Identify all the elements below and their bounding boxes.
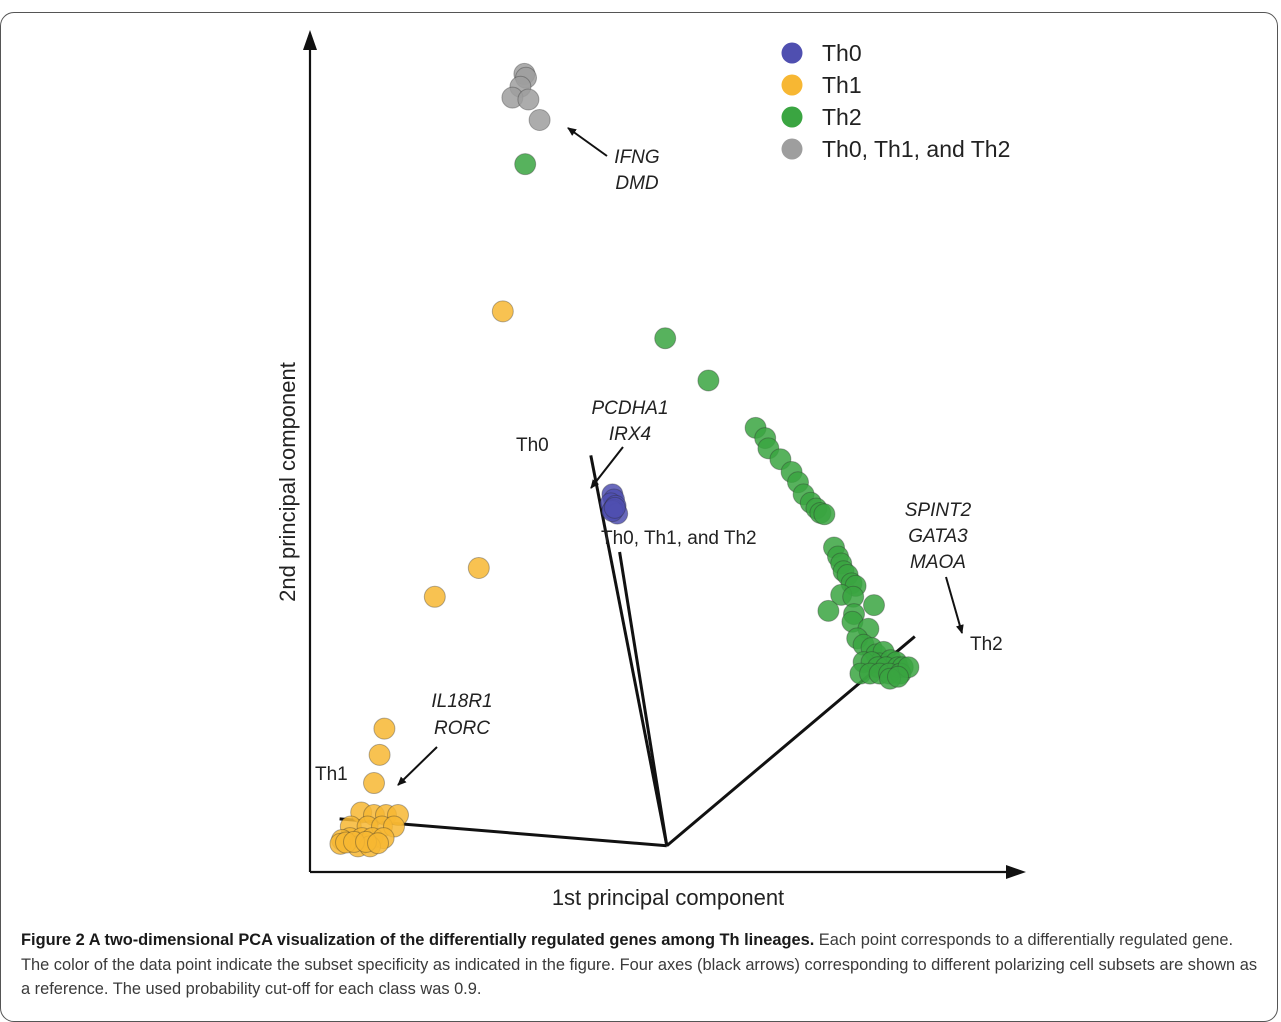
annotation-arrow [567, 127, 608, 157]
annotation-text: MAOA [910, 552, 966, 573]
legend-marker [781, 138, 803, 160]
annotation-text: RORC [434, 718, 490, 739]
legend-label: Th2 [822, 104, 862, 130]
figure-caption: Figure 2 A two-dimensional PCA visualiza… [21, 928, 1261, 1002]
y-axis-arrow-icon [303, 30, 317, 50]
ref-axis-label-th0: Th0 [516, 435, 549, 456]
annotation-text: IL18R1 [431, 691, 492, 712]
annotation-arrow [945, 576, 964, 634]
data-point-th1 [491, 300, 514, 323]
data-point-th1 [363, 772, 385, 795]
annotation-spint2-gata3-maoa: SPINT2 GATA3 MAOA [905, 500, 972, 634]
data-point-th1 [373, 717, 396, 740]
ref-axis-label-th2: Th2 [970, 634, 1003, 655]
data-point-th0 [603, 496, 626, 519]
ref-axis-label-all: Th0, Th1, and Th2 [601, 528, 757, 549]
ref-axis-label-th1: Th1 [315, 764, 348, 785]
annotation-arrow [590, 446, 624, 489]
annotation-il18r1-rorc: IL18R1 RORC [397, 691, 493, 786]
legend-label: Th0, Th1, and Th2 [822, 136, 1010, 162]
data-point-th2 [654, 327, 677, 350]
annotation-ifng-dmd: IFNG DMD [567, 127, 660, 194]
reference-axis-th0-th1-and-th2 [618, 551, 669, 846]
legend-marker [781, 42, 803, 64]
data-point-th2 [813, 503, 836, 526]
annotation-text: GATA3 [908, 526, 968, 547]
pca-scatter-chart: 1st principal component 2nd principal co… [275, 30, 1026, 910]
data-point-th1 [423, 585, 446, 608]
data-point-th0-th1-and-th2 [528, 109, 551, 131]
legend: Th0 Th1 Th2 Th0, Th1, and Th2 [781, 40, 1010, 162]
annotation-text: IRX4 [609, 424, 651, 445]
annotation-text: DMD [615, 173, 659, 194]
caption-text: Each point corresponds to a differential… [21, 931, 1258, 998]
data-point-th2 [514, 153, 537, 176]
data-point-th2 [887, 665, 909, 688]
reference-axis-th0 [589, 455, 669, 847]
data-point-th2 [697, 369, 720, 392]
caption-title: Figure 2 A two-dimensional PCA visualiza… [21, 931, 815, 949]
data-point-th1 [467, 557, 490, 579]
annotation-arrow [397, 746, 438, 786]
x-axis-arrow-icon [1006, 865, 1026, 879]
annotation-pcdha1-irx4: PCDHA1 IRX4 [590, 398, 669, 489]
data-point-th1 [367, 832, 389, 855]
annotation-text: IFNG [614, 147, 659, 168]
legend-label: Th0 [822, 40, 862, 66]
data-points [329, 62, 920, 858]
legend-marker [781, 106, 803, 128]
annotation-text: SPINT2 [905, 500, 972, 521]
data-point-th2 [863, 594, 885, 617]
x-axis-label: 1st principal component [552, 885, 784, 910]
annotation-text: PCDHA1 [591, 398, 668, 419]
legend-label: Th1 [822, 72, 862, 98]
data-point-th2 [817, 599, 840, 622]
legend-marker [781, 74, 803, 96]
data-point-th1 [368, 743, 391, 766]
y-axis-label: 2nd principal component [275, 362, 300, 602]
data-point-th0-th1-and-th2 [517, 88, 540, 111]
